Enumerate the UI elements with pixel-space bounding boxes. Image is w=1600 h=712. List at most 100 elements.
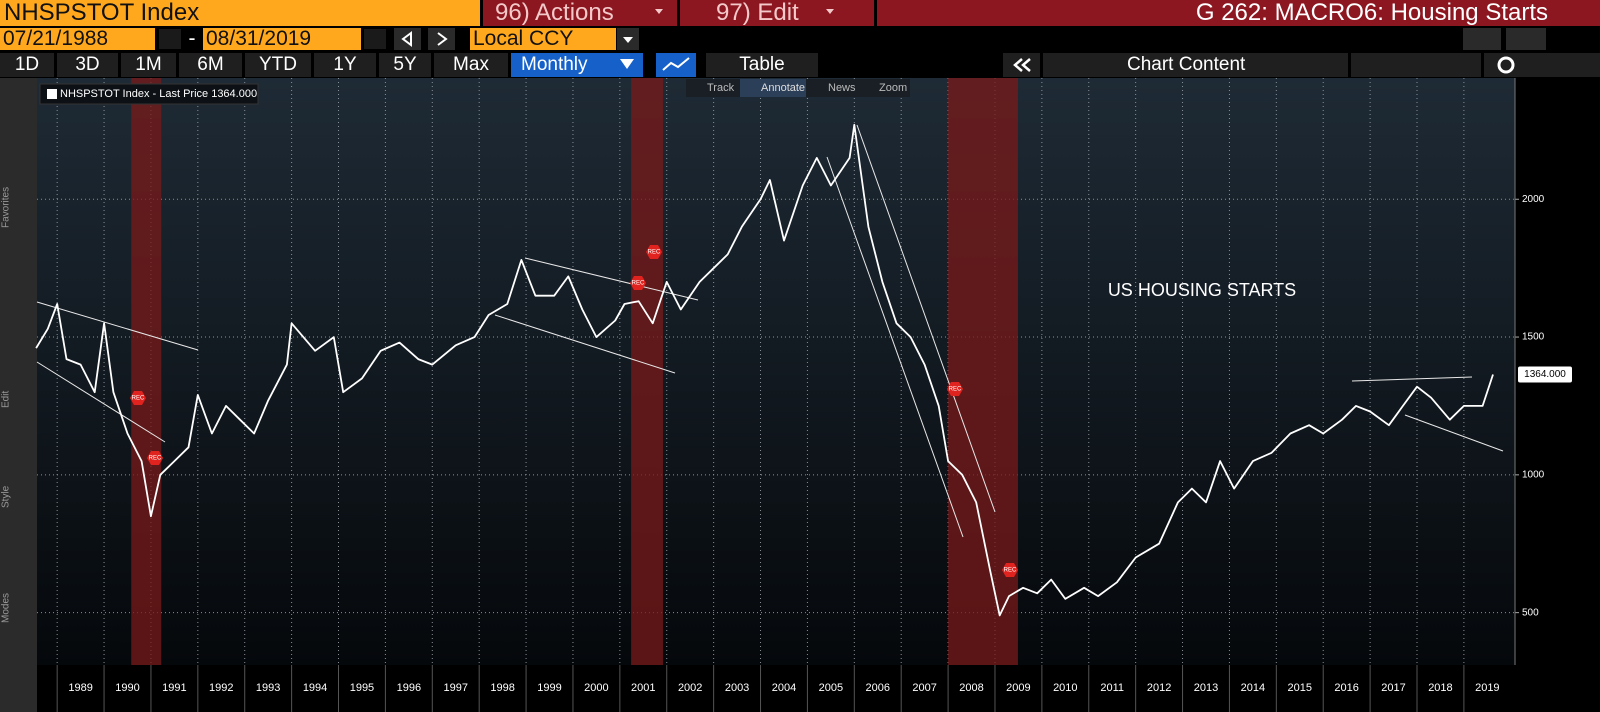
x-tick-label: 2005	[819, 682, 843, 694]
period-button[interactable]: Max	[434, 53, 508, 77]
x-tick-label: 2019	[1475, 682, 1499, 694]
frequency-button[interactable]: Monthly	[511, 53, 643, 77]
annotate-tool[interactable]: Annotate	[761, 82, 805, 94]
next-button[interactable]	[428, 28, 455, 50]
period-button[interactable]: 1D	[0, 53, 54, 77]
ticker: NHSPSTOT Index	[0, 0, 480, 26]
trend-line	[36, 361, 166, 443]
trend-line	[494, 314, 676, 374]
recession-marker-label: REC	[132, 396, 145, 402]
recession-marker-label: REC	[648, 250, 661, 256]
x-tick-label: 1995	[350, 682, 374, 694]
recession-marker-label: REC	[949, 387, 962, 393]
news-tool[interactable]: News	[828, 82, 856, 94]
period-button[interactable]: 1M	[121, 53, 176, 77]
trend-line	[826, 156, 964, 538]
x-tick-label: 2015	[1288, 682, 1312, 694]
next-arrow	[437, 32, 448, 46]
recession-marker-label: REC	[632, 281, 645, 287]
x-tick-label: 1992	[209, 682, 233, 694]
x-tick-label: 1997	[443, 682, 467, 694]
trend-lines	[36, 124, 1504, 538]
recession-band	[631, 78, 663, 665]
edit-menu[interactable]: 97) Edit	[680, 0, 874, 26]
x-tick-label: 1996	[397, 682, 421, 694]
start-date[interactable]: 07/21/1988	[0, 28, 155, 50]
sidebar-label: Edit	[1, 391, 12, 408]
x-tick-label: 1998	[490, 682, 514, 694]
period-button[interactable]: 5Y	[379, 53, 431, 77]
legend-text: NHSPSTOT Index - Last Price 1364.000	[60, 88, 257, 100]
y-tick-label: 500	[1522, 607, 1539, 618]
undo-button[interactable]	[1463, 28, 1501, 50]
track-tool[interactable]: Track	[707, 82, 735, 94]
x-tick-label: 2009	[1006, 682, 1030, 694]
actions-menu[interactable]: 96) Actions	[483, 0, 677, 26]
end-date[interactable]: 08/31/2019	[203, 28, 361, 50]
collapse-icon	[1021, 58, 1031, 72]
period-button[interactable]: YTD	[245, 53, 311, 77]
x-tick-label: 2008	[959, 682, 983, 694]
last-price-label: 1364.000	[1524, 369, 1566, 380]
redo-button[interactable]	[1506, 28, 1546, 50]
period-button[interactable]: 3D	[57, 53, 118, 77]
x-tick-label: 2006	[866, 682, 890, 694]
zoom-tool[interactable]: Zoom	[879, 82, 907, 94]
x-tick-label: 2007	[912, 682, 936, 694]
calendar-icon[interactable]	[159, 29, 181, 49]
y-tick-label: 1500	[1522, 332, 1545, 343]
x-axis-band	[0, 665, 1600, 712]
prev-button[interactable]	[394, 28, 421, 50]
period-button[interactable]: 1Y	[314, 53, 376, 77]
sidebar-label: Favorites	[1, 187, 12, 228]
period-button[interactable]: 6M	[179, 53, 242, 77]
gear-icon	[1497, 56, 1515, 74]
price-line	[35, 123, 1494, 617]
recession-marker	[130, 391, 146, 405]
chart-content-button[interactable]: Chart Content	[1043, 53, 1348, 77]
plot-background	[37, 78, 1515, 665]
dropdown-arrow	[655, 9, 663, 14]
x-tick-label: 2003	[725, 682, 749, 694]
x-tick-label: 1994	[303, 682, 327, 694]
currency[interactable]: Local CCY	[470, 28, 616, 50]
prev-arrow	[401, 31, 412, 47]
recession-marker	[947, 382, 963, 396]
collapse-icon	[1013, 58, 1023, 72]
recession-marker	[646, 245, 662, 259]
calendar-icon[interactable]	[364, 29, 386, 49]
recession-marker	[630, 276, 646, 290]
settings-button[interactable]	[1484, 53, 1600, 77]
x-tick-label: 2017	[1381, 682, 1405, 694]
chart-icon	[662, 57, 690, 71]
x-tick-label: 2018	[1428, 682, 1452, 694]
recession-marker	[1002, 563, 1018, 577]
x-tick-label: 1993	[256, 682, 280, 694]
x-tick-label: 2013	[1194, 682, 1218, 694]
x-tick-label: 2010	[1053, 682, 1077, 694]
x-tick-label: 1990	[115, 682, 139, 694]
x-tick-label: 2001	[631, 682, 655, 694]
annotate-active	[740, 79, 806, 97]
draw-button[interactable]	[1351, 53, 1481, 77]
dropdown-arrow	[826, 9, 834, 14]
trend-line	[1351, 376, 1473, 382]
x-tick-label: 2004	[772, 682, 796, 694]
x-tick-label: 1989	[68, 682, 92, 694]
window-title: G 262: MACRO6: Housing Starts	[877, 0, 1600, 26]
trend-line	[1404, 414, 1504, 452]
trend-line	[36, 301, 199, 351]
x-tick-label: 2012	[1147, 682, 1171, 694]
x-tick-label: 2002	[678, 682, 702, 694]
trend-line	[856, 124, 996, 513]
drawing-sidebar[interactable]	[0, 78, 37, 712]
y-tick-label: 1000	[1522, 469, 1545, 480]
annotation: US HOUSING STARTS	[1108, 280, 1296, 300]
chart: 1989 1990 1991 1992 1993 1994 1995 1996 1997 1998…	[0, 78, 1600, 712]
y-tick-label: 2000	[1522, 194, 1545, 205]
toolbar-icons	[159, 9, 1600, 77]
table-button[interactable]: Table	[706, 53, 818, 77]
date-separator: -	[188, 27, 196, 50]
trend-line	[524, 257, 699, 301]
sidebar-label: Style	[1, 485, 12, 508]
